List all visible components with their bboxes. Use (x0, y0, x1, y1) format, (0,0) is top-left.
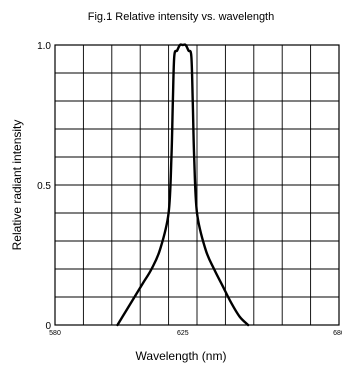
series-line (116, 43, 250, 327)
y-axis-label: Relative radiant intensity (10, 120, 24, 251)
y-tick-labels: 0 0.5 1.0 (37, 41, 51, 332)
x-axis-label: Wavelength (nm) (136, 349, 227, 363)
x-tick-label: 625 (177, 330, 189, 337)
y-tick-label: 0.5 (37, 181, 51, 192)
y-tick-label: 1.0 (37, 41, 51, 52)
x-tick-label: 680 (333, 330, 342, 337)
y-tick-label: 0 (45, 321, 51, 332)
series-group (116, 43, 250, 327)
chart-title: Fig.1 Relative intensity vs. wavelength (88, 11, 274, 23)
x-tick-label: 580 (49, 330, 61, 337)
x-tick-labels: 580 625 680 (49, 330, 342, 337)
plot-frame (54, 44, 340, 326)
